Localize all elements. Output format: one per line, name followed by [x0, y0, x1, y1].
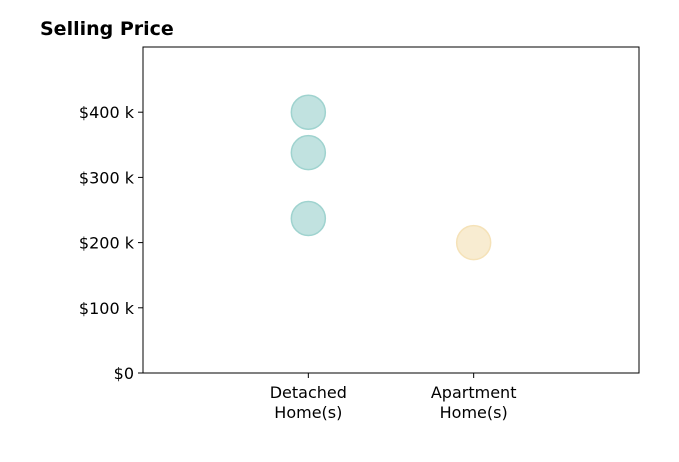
x-tick-label: Detached — [270, 383, 347, 402]
x-tick-label: Apartment — [431, 383, 517, 402]
y-tick-label: $300 k — [79, 168, 135, 187]
x-tick-label: Home(s) — [440, 403, 508, 422]
point — [455, 224, 492, 261]
point — [290, 134, 327, 171]
plot-frame — [142, 46, 640, 374]
point — [290, 200, 327, 237]
point — [290, 94, 327, 130]
chart-title: Selling Price — [40, 18, 174, 40]
y-tick-label: $200 k — [79, 234, 135, 253]
y-tick-label: $100 k — [79, 299, 135, 318]
x-tick-label: Home(s) — [274, 403, 342, 422]
y-tick-label: $0 — [114, 364, 134, 383]
y-tick-label: $400 k — [79, 103, 135, 122]
